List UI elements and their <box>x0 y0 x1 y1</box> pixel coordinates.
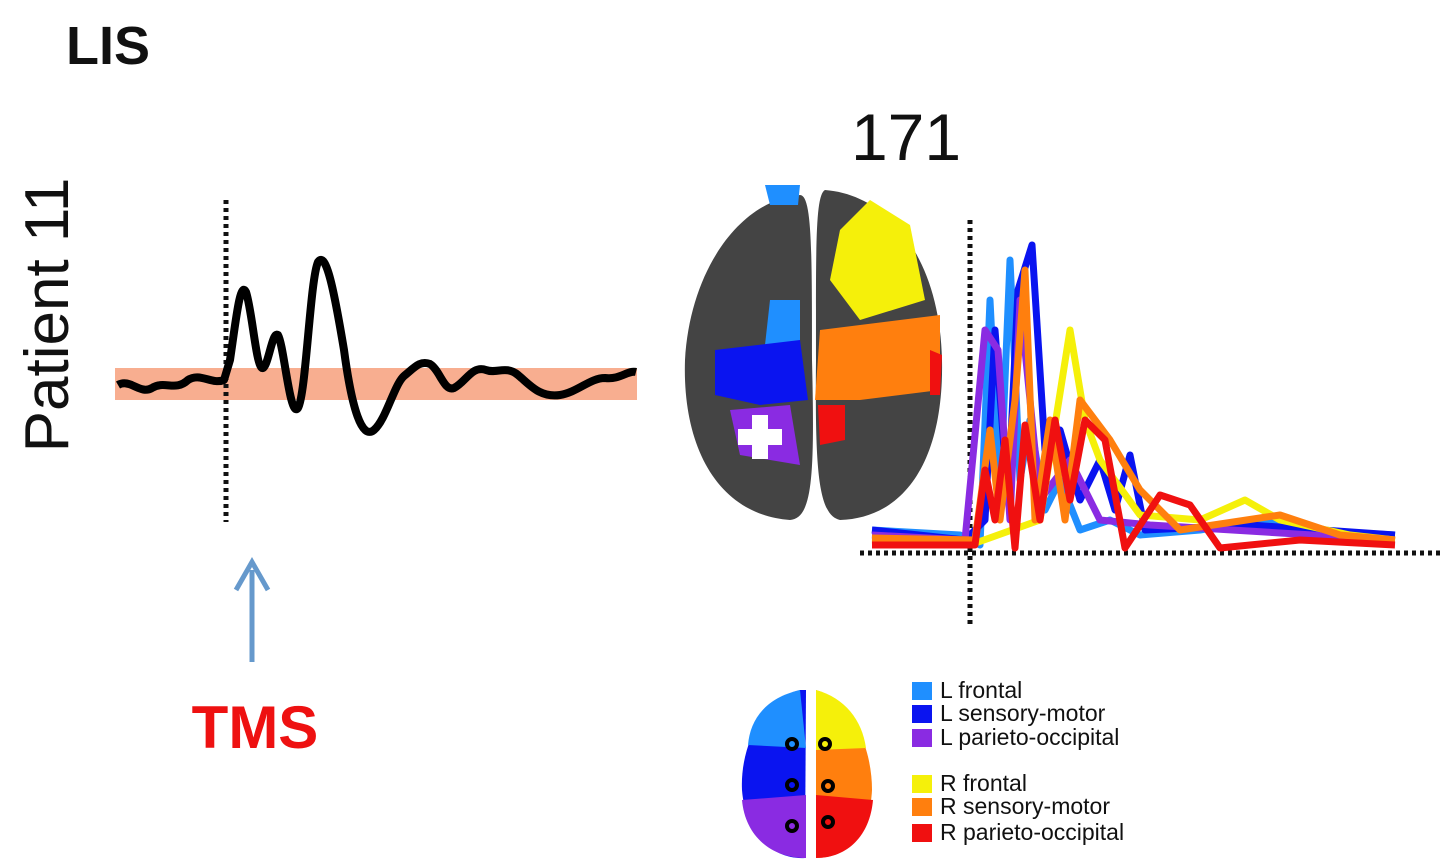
legend-swatch <box>912 729 932 747</box>
source-traces <box>871 241 1396 552</box>
legend-brain <box>741 690 873 859</box>
legend-label: R parieto-occipital <box>940 819 1124 845</box>
stimulus-label: TMS <box>192 694 319 761</box>
legend-label: L sensory-motor <box>940 700 1106 726</box>
legend-swatch <box>912 705 932 723</box>
legend-swatch <box>912 682 932 700</box>
arrow-head <box>233 556 271 592</box>
patient-label: Patient 11 <box>13 178 82 453</box>
legend-label: R sensory-motor <box>940 793 1110 819</box>
eeg-trace <box>115 255 637 436</box>
legend-swatch <box>912 798 932 816</box>
figure-title: LIS <box>66 16 150 76</box>
legend-label: L frontal <box>940 677 1022 703</box>
panel-title: 171 <box>851 100 961 174</box>
legend-swatch <box>912 775 932 793</box>
legend-label: L parieto-occipital <box>940 724 1119 750</box>
brain <box>684 185 943 520</box>
legend-label: R frontal <box>940 770 1027 796</box>
legend-swatch <box>912 824 932 842</box>
